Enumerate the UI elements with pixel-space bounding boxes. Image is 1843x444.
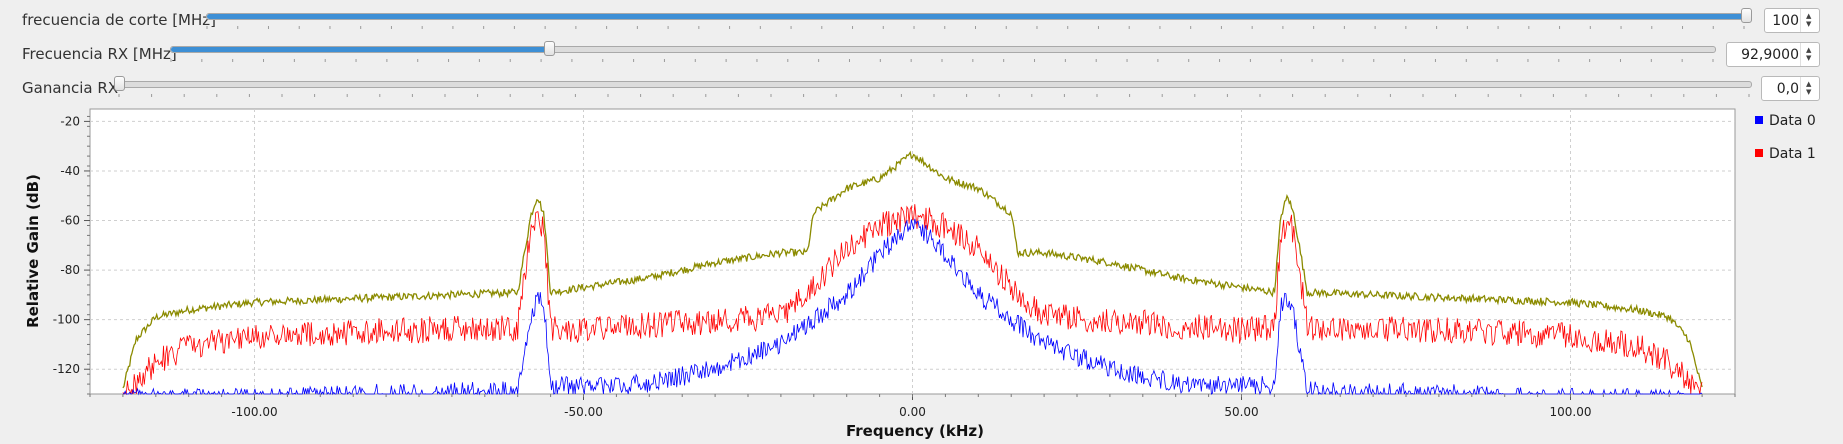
spin-up-icon[interactable]: ▲ [1806, 46, 1812, 54]
y-axis-title: Relative Gain (dB) [24, 174, 42, 328]
cutoff-spinbox[interactable]: 100 ▲ ▼ [1764, 8, 1820, 33]
legend-label: Data 0 [1769, 113, 1816, 129]
y-tick-label: -20 [60, 114, 80, 128]
rx-gain-slider-handle[interactable] [114, 76, 125, 91]
control-row-rx-frequency: Frecuencia RX [MHz] 92,9000 ▲ ▼ [0, 39, 1843, 69]
legend-item-data0[interactable]: Data 0 [1755, 113, 1816, 129]
control-row-cutoff: frecuencia de corte [MHz] 100 ▲ ▼ [0, 5, 1843, 35]
x-tick-label: -50.00 [564, 405, 603, 419]
cutoff-label: frecuencia de corte [MHz] [22, 11, 216, 29]
y-tick-label: -120 [53, 362, 80, 376]
cutoff-slider[interactable] [206, 8, 1752, 23]
spin-up-icon[interactable]: ▲ [1806, 80, 1812, 88]
legend-swatch [1755, 149, 1763, 157]
rx-frequency-spinbox[interactable]: 92,9000 ▲ ▼ [1726, 42, 1820, 67]
cutoff-value: 100 [1772, 13, 1799, 29]
legend-item-data1[interactable]: Data 1 [1755, 146, 1816, 162]
y-tick-label: -100 [53, 313, 80, 327]
rx-gain-spin-arrows[interactable]: ▲ ▼ [1800, 77, 1819, 100]
series-line [122, 150, 1703, 389]
legend-label: Data 1 [1769, 146, 1816, 162]
y-tick-label: -60 [60, 214, 80, 228]
x-tick-label: 50.00 [1224, 405, 1258, 419]
x-axis-title: Frequency (kHz) [846, 422, 984, 440]
rx-gain-slider[interactable] [114, 76, 1752, 91]
rx-gain-value: 0,0 [1776, 81, 1799, 97]
spin-up-icon[interactable]: ▲ [1806, 12, 1812, 20]
rx-frequency-slider-ticks [170, 59, 1714, 62]
spin-down-icon[interactable]: ▼ [1806, 54, 1812, 62]
rx-frequency-label: Frecuencia RX [MHz] [22, 45, 177, 63]
control-row-rx-gain: Ganancia RX 0,0 ▲ ▼ [0, 73, 1843, 103]
y-tick-label: -40 [60, 164, 80, 178]
spin-down-icon[interactable]: ▼ [1806, 88, 1812, 96]
rx-frequency-slider-fill [171, 47, 550, 52]
cutoff-spin-arrows[interactable]: ▲ ▼ [1800, 9, 1819, 32]
rx-gain-label: Ganancia RX [22, 79, 119, 97]
x-tick-label: 0.00 [899, 405, 926, 419]
cutoff-slider-handle[interactable] [1741, 8, 1752, 23]
x-tick-label: -100.00 [231, 405, 277, 419]
plot-axes: -100.00 -50.00 0.00 50.00 100.00 -20 -40 -60 -80… [53, 114, 1736, 419]
cutoff-slider-fill [207, 14, 1746, 19]
rx-frequency-slider-handle[interactable] [544, 41, 556, 56]
plot-grid [90, 109, 1735, 394]
rx-gain-spinbox[interactable]: 0,0 ▲ ▼ [1761, 76, 1820, 101]
y-tick-label: -80 [60, 263, 80, 277]
x-tick-label: 100.00 [1550, 405, 1592, 419]
rx-frequency-spin-arrows[interactable]: ▲ ▼ [1800, 43, 1819, 66]
rx-gain-slider-ticks [118, 94, 1750, 97]
legend-swatch [1755, 116, 1763, 124]
cutoff-slider-ticks [206, 26, 1745, 29]
rx-frequency-slider[interactable] [170, 41, 1716, 56]
spin-down-icon[interactable]: ▼ [1806, 20, 1812, 28]
series-line [122, 204, 1703, 396]
rx-frequency-value: 92,9000 [1741, 47, 1799, 63]
